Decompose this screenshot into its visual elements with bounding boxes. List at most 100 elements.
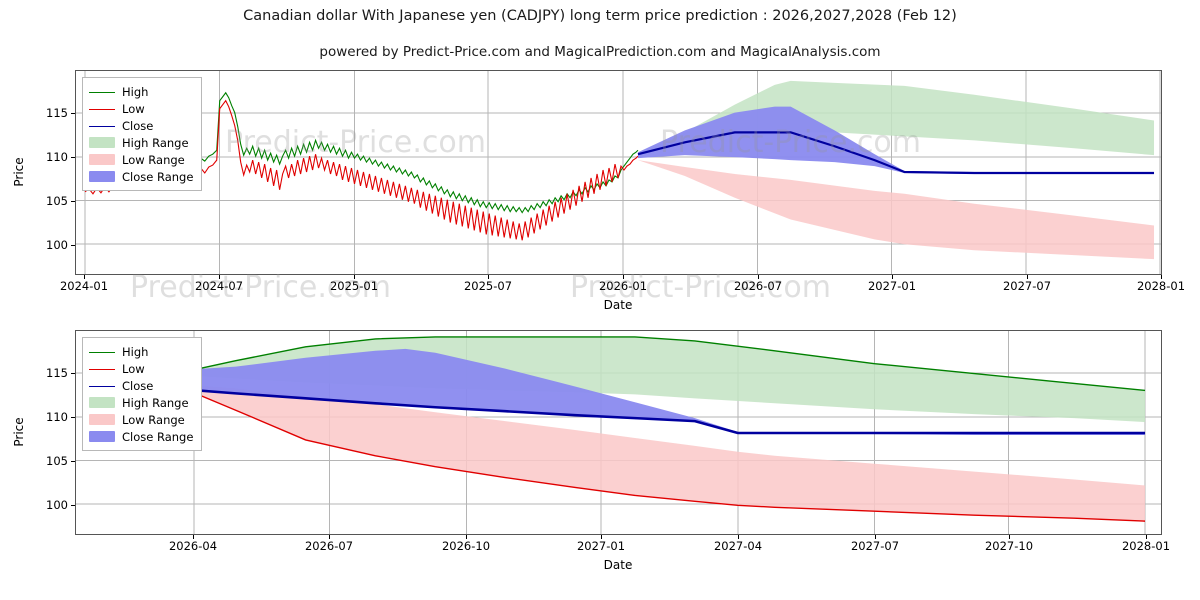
panel1-xtickmark-4 [623,275,624,279]
panel1-ytickmark-105 [71,200,75,202]
panel1-xtickmark-8 [1161,275,1162,279]
legend-line-low-icon [89,103,115,114]
panel2-xtick-3: 2027-01 [576,539,626,553]
legend-patch-low-range-icon [89,414,115,425]
panel1-ytickmark-100 [71,244,75,246]
legend-label-low: Low [122,101,145,116]
panel2-xaxis-label: Date [603,558,633,572]
panel1-xtickmark-1 [219,275,220,279]
legend-label-low-range: Low Range [122,152,185,167]
forecast-zoom-panel: High Low Close High Range Low Range Clos… [75,330,1162,535]
panel1-xtick-3: 2025-07 [463,279,513,293]
panel2-ytickmark-110 [71,416,75,418]
panel1-ytick-115: 115 [46,105,68,120]
panel2-xtickmark-7 [1146,535,1147,539]
legend-patch-high-range-icon [89,137,115,148]
panel2-xtickmark-1 [329,535,330,539]
panel1-ytick-100: 100 [46,237,68,252]
panel2-ytick-115: 115 [46,365,68,380]
panel2-ytickmark-100 [71,504,75,506]
legend-entry-high: High [89,343,193,360]
legend-entry-high-range: High Range [89,134,193,151]
panel1-ytick-110: 110 [46,149,68,164]
panel1-close-line [637,131,1155,175]
legend-label-high-range: High Range [122,135,189,150]
panel2-xtick-1: 2026-07 [304,539,354,553]
panel2-xtickmark-2 [466,535,467,539]
legend-label-high: High [122,84,149,99]
panel1-xtick-8: 2028-01 [1136,279,1186,293]
panel2-xtick-2: 2026-10 [441,539,491,553]
panel1-xtick-4: 2026-01 [598,279,648,293]
legend-label-close-range: Close Range [122,169,194,184]
panel2-xtick-7: 2028-01 [1121,539,1171,553]
legend-entry-close: Close [89,377,193,394]
legend-line-high-icon [89,346,115,357]
panel1-xtickmark-2 [354,275,355,279]
legend-line-high-icon [89,86,115,97]
panel1-ytickmark-110 [71,156,75,158]
panel2-xtickmark-3 [601,535,602,539]
panel1-xtickmark-7 [1027,275,1028,279]
legend-label-low-range: Low Range [122,412,185,427]
panel2-legend: High Low Close High Range Low Range Clos… [82,337,203,451]
panel2-low-range-band [171,383,1146,522]
panel1-ytick-105: 105 [46,193,68,208]
panel2-xtick-6: 2027-10 [984,539,1034,553]
panel1-yaxis-label: Price [12,157,26,187]
legend-line-close-icon [89,120,115,131]
panel1-xtick-1: 2024-07 [194,279,244,293]
panel1-xtick-7: 2027-07 [1002,279,1052,293]
legend-label-close: Close [122,118,154,133]
panel2-plot [76,331,1161,534]
panel2-ytick-100: 100 [46,497,68,512]
panel1-ytickmark-115 [71,112,75,114]
panel1-legend: High Low Close High Range Low Range Clos… [82,77,203,191]
panel2-ytickmark-115 [71,372,75,374]
panel1-xtick-6: 2027-01 [867,279,917,293]
panel2-ytickmark-105 [71,460,75,462]
legend-entry-low-range: Low Range [89,151,193,168]
legend-label-low: Low [122,361,145,376]
legend-entry-low: Low [89,100,193,117]
panel2-xtickmark-5 [875,535,876,539]
panel2-ytick-105: 105 [46,453,68,468]
panel1-plot [76,71,1161,274]
legend-patch-high-range-icon [89,397,115,408]
panel1-xtick-0: 2024-01 [59,279,109,293]
panel1-xaxis-label: Date [603,298,633,312]
panel1-xtickmark-3 [488,275,489,279]
legend-label-high: High [122,344,149,359]
legend-entry-low-range: Low Range [89,411,193,428]
chart-subtitle: powered by Predict-Price.com and Magical… [319,44,881,60]
panel1-xtickmark-5 [758,275,759,279]
legend-entry-close-range: Close Range [89,428,193,445]
legend-patch-low-range-icon [89,154,115,165]
panel1-xtickmark-6 [892,275,893,279]
legend-label-high-range: High Range [122,395,189,410]
legend-entry-close-range: Close Range [89,168,193,185]
panel2-high-line [171,336,1146,392]
legend-entry-close: Close [89,117,193,134]
panel2-yaxis-label: Price [12,417,26,447]
panel1-high-range-band [637,80,1155,156]
panel2-low-line [171,382,1146,522]
legend-entry-high-range: High Range [89,394,193,411]
panel2-xtick-4: 2027-04 [713,539,763,553]
legend-line-low-icon [89,363,115,374]
legend-line-close-icon [89,380,115,391]
full-history-panel: High Low Close High Range Low Range Clos… [75,70,1162,275]
legend-patch-close-range-icon [89,431,115,442]
panel1-close-range-band [637,106,1155,174]
panel1-xtick-2: 2025-01 [329,279,379,293]
panel2-xtick-5: 2027-07 [850,539,900,553]
panel1-low-range-band [637,160,1155,260]
panel2-xtick-0: 2026-04 [168,539,218,553]
panel2-xtickmark-6 [1009,535,1010,539]
panel2-xtickmark-0 [193,535,194,539]
panel1-xtickmark-0 [84,275,85,279]
legend-entry-low: Low [89,360,193,377]
chart-title: Canadian dollar With Japanese yen (CADJP… [243,8,957,24]
panel1-xtick-5: 2026-07 [733,279,783,293]
